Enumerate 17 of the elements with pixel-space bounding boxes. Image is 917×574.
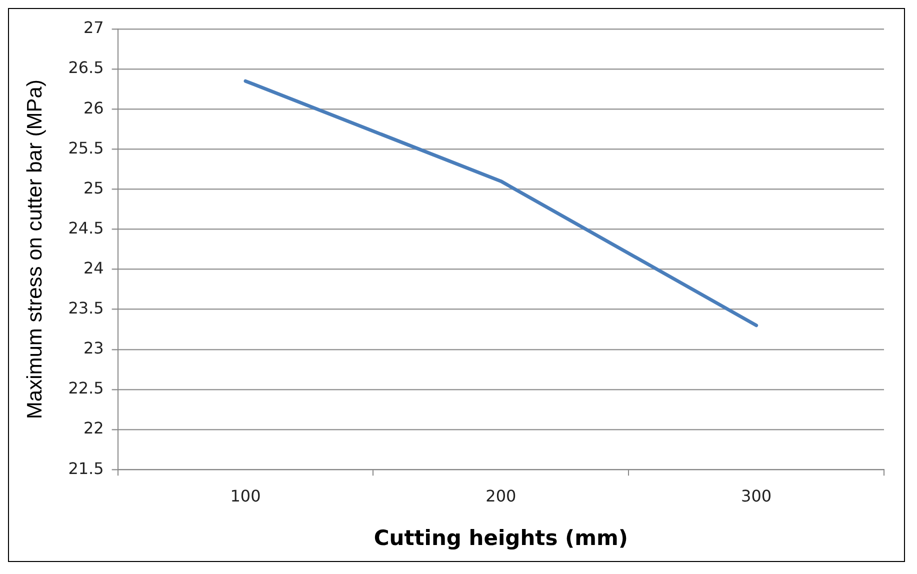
y-tick-label: 22 — [83, 418, 104, 438]
y-axis-title: Maximum stress on cutter bar (MPa) — [23, 80, 46, 420]
y-tick-label: 26.5 — [68, 58, 104, 78]
x-axis-title: Cutting heights (mm) — [374, 526, 628, 550]
y-tick-label: 26 — [83, 98, 104, 118]
y-tick-label: 23.5 — [68, 298, 104, 318]
x-tick-label: 200 — [486, 486, 516, 506]
y-tick-label: 24.5 — [68, 218, 104, 238]
y-tick-label: 23 — [83, 338, 104, 358]
y-tick-label: 22.5 — [68, 378, 104, 398]
y-tick-label: 24 — [83, 258, 104, 278]
y-tick-label: 25 — [83, 178, 104, 198]
x-tick-label: 100 — [230, 486, 261, 506]
y-tick-label: 27 — [83, 18, 104, 38]
y-tick-label: 21.5 — [68, 458, 104, 478]
y-tick-label: 25.5 — [68, 138, 104, 158]
x-tick-label: 300 — [741, 486, 772, 506]
